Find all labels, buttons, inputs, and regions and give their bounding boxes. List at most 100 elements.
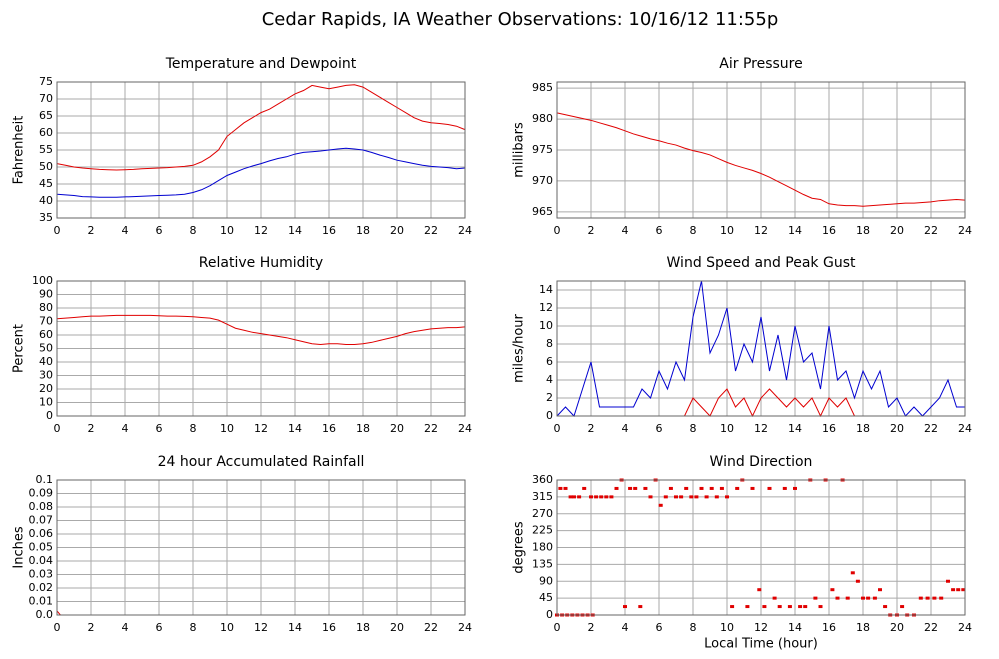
y-tick-label: 0.05 — [29, 541, 54, 554]
point — [782, 486, 787, 490]
y-tick-label: 975 — [532, 143, 553, 156]
point — [614, 486, 619, 490]
point — [643, 486, 648, 490]
point — [725, 495, 729, 499]
x-tick-label: 16 — [822, 224, 836, 237]
point — [932, 596, 937, 600]
x-tick-label: 18 — [856, 422, 870, 435]
y-tick-label: 10 — [39, 396, 53, 409]
y-tick-label: 70 — [39, 92, 53, 105]
x-tick-label: 4 — [622, 621, 629, 634]
point — [835, 596, 840, 600]
x-tick-label: 6 — [156, 422, 163, 435]
x-tick-label: 0 — [54, 621, 61, 634]
y-axis-label: Inches — [12, 526, 27, 568]
chart-title: 24 hour Accumulated Rainfall — [158, 454, 365, 470]
point — [787, 605, 792, 609]
y-tick-label: 965 — [532, 205, 553, 218]
y-tick-label: 10 — [539, 319, 553, 332]
y-tick-label: 315 — [532, 490, 553, 503]
x-tick-label: 10 — [220, 224, 234, 237]
x-tick-label: 4 — [622, 224, 629, 237]
y-tick-label: 0.06 — [29, 527, 54, 540]
y-tick-label: 0.03 — [29, 568, 54, 581]
point — [918, 596, 923, 600]
point — [946, 579, 950, 583]
plot-border — [56, 81, 466, 219]
point — [563, 486, 568, 490]
x-tick-label: 10 — [720, 224, 734, 237]
chart-title: Temperature and Dewpoint — [165, 56, 357, 72]
x-tick-label: 22 — [424, 621, 438, 634]
x-tick-label: 20 — [890, 422, 904, 435]
plot-border — [56, 280, 466, 417]
x-tick-label: 6 — [656, 224, 663, 237]
y-tick-label: 14 — [539, 283, 553, 296]
chart-title: Air Pressure — [719, 56, 802, 72]
y-tick-label: 40 — [39, 194, 53, 207]
x-tick-label: 12 — [254, 224, 268, 237]
y-tick-label: 0 — [46, 409, 53, 422]
x-tick-label: 10 — [220, 422, 234, 435]
y-axis-label: miles/hour — [512, 313, 527, 382]
x-tick-label: 8 — [190, 224, 197, 237]
point — [767, 486, 772, 490]
x-tick-label: 20 — [390, 224, 404, 237]
point — [866, 596, 871, 600]
point — [951, 588, 956, 592]
chart-title: Wind Speed and Peak Gust — [667, 255, 856, 271]
line — [556, 112, 966, 207]
x-tick-label: 24 — [958, 224, 972, 237]
x-tick-label: 18 — [356, 422, 370, 435]
point — [735, 486, 740, 490]
x-tick-label: 22 — [424, 224, 438, 237]
plot-border — [556, 81, 966, 219]
x-tick-label: 12 — [754, 422, 768, 435]
line — [56, 147, 466, 198]
plot-border — [56, 479, 466, 616]
y-axis-label: millibars — [512, 122, 527, 178]
x-tick-label: 10 — [720, 621, 734, 634]
x-tick-label: 16 — [322, 621, 336, 634]
page-title: Cedar Rapids, IA Weather Observations: 1… — [262, 9, 779, 30]
x-tick-label: 22 — [924, 621, 938, 634]
point — [568, 495, 573, 499]
y-axis-label: degrees — [512, 521, 527, 574]
x-tick-label: 16 — [822, 422, 836, 435]
y-tick-label: 0.07 — [29, 514, 54, 527]
x-axis-label: Local Time (hour) — [704, 637, 818, 652]
x-tick-label: 2 — [588, 422, 595, 435]
x-tick-label: 14 — [288, 422, 302, 435]
x-tick-label: 2 — [588, 224, 595, 237]
x-tick-label: 4 — [122, 621, 129, 634]
point — [872, 596, 877, 600]
y-tick-label: 980 — [532, 112, 553, 125]
plot-border — [556, 479, 966, 616]
point — [745, 605, 750, 609]
point — [878, 588, 882, 592]
point — [803, 605, 808, 609]
point — [674, 495, 678, 499]
y-tick-label: 970 — [532, 174, 553, 187]
x-tick-label: 12 — [254, 422, 268, 435]
y-tick-label: 70 — [39, 315, 53, 328]
y-tick-label: 135 — [532, 557, 553, 570]
y-tick-label: 50 — [39, 342, 53, 355]
x-tick-label: 16 — [322, 422, 336, 435]
x-tick-label: 24 — [458, 422, 472, 435]
point — [623, 605, 627, 609]
y-tick-label: 0.1 — [36, 473, 54, 486]
x-tick-label: 6 — [156, 621, 163, 634]
point — [684, 486, 689, 490]
point — [845, 596, 850, 600]
x-tick-label: 4 — [622, 422, 629, 435]
point — [855, 579, 860, 583]
point — [861, 596, 865, 600]
point — [558, 486, 563, 490]
point — [668, 486, 673, 490]
y-tick-label: 75 — [39, 75, 53, 88]
point — [777, 605, 782, 609]
point — [604, 495, 609, 499]
x-tick-label: 20 — [890, 224, 904, 237]
